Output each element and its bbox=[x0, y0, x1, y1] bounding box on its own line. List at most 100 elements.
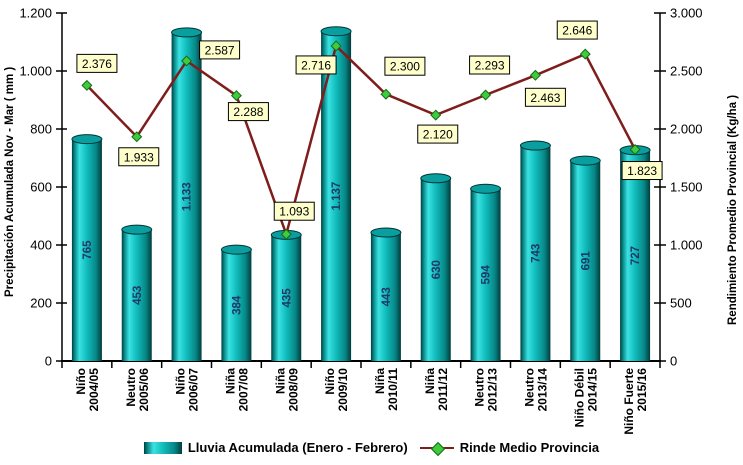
left-axis-tick-label: 600 bbox=[30, 180, 52, 195]
line-marker bbox=[629, 144, 641, 156]
legend-item-line-series: Rinde Medio Provincia bbox=[419, 440, 600, 456]
bar-value-label: 443 bbox=[381, 287, 393, 306]
data-label-text: 1.823 bbox=[627, 164, 657, 178]
data-label-box bbox=[621, 161, 663, 181]
bar-value-label: 630 bbox=[431, 260, 443, 279]
left-axis-tick-label: 800 bbox=[30, 122, 52, 137]
bar-top-cap bbox=[370, 227, 402, 238]
bar bbox=[221, 249, 252, 361]
line-series-swatch-icon bbox=[419, 441, 454, 456]
left-axis-tick-label: 400 bbox=[30, 238, 52, 253]
line-marker bbox=[380, 88, 392, 100]
bar bbox=[420, 178, 451, 361]
bar-value-label: 1.133 bbox=[182, 182, 194, 211]
data-label-box bbox=[417, 124, 459, 144]
x-category-label: Niño2006/07 bbox=[174, 368, 201, 412]
x-category-label: Neutro2005/06 bbox=[124, 368, 151, 412]
data-label-box bbox=[118, 147, 160, 167]
line-marker bbox=[330, 40, 342, 52]
bar bbox=[121, 229, 152, 361]
data-label-box bbox=[469, 55, 511, 75]
bar bbox=[570, 160, 601, 361]
data-label-box bbox=[295, 55, 337, 75]
data-label-text: 1.093 bbox=[279, 205, 309, 219]
bar-top-cap bbox=[121, 224, 153, 235]
data-label-box bbox=[76, 53, 118, 73]
bar-value-label: 743 bbox=[530, 244, 542, 263]
bar-value-label: 435 bbox=[281, 288, 293, 308]
bar bbox=[370, 232, 401, 361]
data-label-text: 2.587 bbox=[205, 43, 235, 57]
bar-value-label: 384 bbox=[231, 295, 243, 315]
right-axis-tick-label: 2.500 bbox=[670, 64, 703, 79]
data-label-text: 2.376 bbox=[82, 57, 112, 71]
data-label-text: 2.463 bbox=[530, 91, 560, 105]
line-marker bbox=[181, 55, 193, 67]
right-axis-tick-label: 2.000 bbox=[670, 122, 703, 137]
bar-value-label: 594 bbox=[481, 265, 493, 285]
bar-value-label: 1.137 bbox=[331, 182, 343, 211]
right-axis-tick-label: 1.500 bbox=[670, 180, 703, 195]
line-marker bbox=[131, 131, 143, 143]
bar-top-cap bbox=[320, 26, 352, 37]
data-label-box bbox=[556, 20, 598, 40]
line-marker bbox=[280, 228, 292, 240]
x-category-label: Niña2011/12 bbox=[423, 368, 450, 411]
right-axis-title: Rendimiento Promedio Provincial (Kg/ha ) bbox=[727, 94, 739, 326]
bar-value-label: 727 bbox=[630, 246, 642, 265]
line-marker bbox=[430, 109, 442, 121]
bar-value-label: 453 bbox=[132, 286, 144, 305]
bar bbox=[171, 32, 202, 362]
bar bbox=[271, 234, 302, 361]
bar-top-cap bbox=[420, 173, 452, 184]
data-label-text: 1.933 bbox=[124, 150, 154, 164]
legend: Lluvia Acumulada (Enero - Febrero) Rinde… bbox=[0, 440, 743, 456]
data-label-text: 2.300 bbox=[390, 60, 420, 74]
bar-value-label: 691 bbox=[580, 251, 592, 271]
data-label-box bbox=[199, 40, 241, 60]
bar-top-cap bbox=[71, 134, 103, 145]
x-category-label: Niño2004/05 bbox=[74, 368, 101, 412]
left-axis-tick-label: 1.000 bbox=[19, 64, 52, 79]
legend-label-bar-series: Lluvia Acumulada (Enero - Febrero) bbox=[187, 440, 408, 455]
bar-series-swatch-icon bbox=[143, 441, 182, 454]
left-axis-tick-label: 200 bbox=[30, 296, 52, 311]
x-category-label: Neutro2013/14 bbox=[522, 368, 549, 412]
x-category-label: Niño Fuerte2015/16 bbox=[622, 368, 649, 435]
bar bbox=[71, 139, 102, 361]
line-marker bbox=[81, 79, 93, 91]
x-category-label: Neutro2012/13 bbox=[473, 368, 500, 412]
bar-value-label: 765 bbox=[82, 240, 94, 260]
legend-label-line-series: Rinde Medio Provincia bbox=[459, 440, 600, 455]
line-marker bbox=[529, 69, 541, 81]
line-marker bbox=[579, 48, 591, 60]
right-axis-tick-label: 500 bbox=[670, 296, 692, 311]
x-category-label: Niña2010/11 bbox=[373, 368, 400, 411]
x-category-label: Niña2007/08 bbox=[223, 368, 250, 412]
diamond-marker-icon bbox=[430, 441, 445, 456]
x-category-label: Niño Débil2014/15 bbox=[572, 368, 599, 428]
line-marker bbox=[480, 89, 492, 101]
data-label-text: 2.716 bbox=[301, 58, 331, 72]
data-label-text: 2.120 bbox=[423, 128, 453, 142]
right-axis-tick-label: 0 bbox=[670, 354, 677, 369]
right-axis-tick-label: 1.000 bbox=[670, 238, 703, 253]
x-category-label: Niño2009/10 bbox=[323, 368, 350, 412]
bar bbox=[470, 188, 501, 361]
bar-top-cap bbox=[171, 27, 203, 38]
bar-top-cap bbox=[470, 183, 502, 194]
data-label-text: 2.288 bbox=[233, 105, 263, 119]
data-label-box bbox=[524, 87, 566, 107]
data-label-box bbox=[227, 102, 269, 122]
data-label-text: 2.293 bbox=[475, 59, 505, 73]
right-axis-tick-label: 3.000 bbox=[670, 6, 703, 21]
line-marker bbox=[230, 90, 242, 102]
data-label-box bbox=[384, 56, 426, 76]
legend-item-bar-series: Lluvia Acumulada (Enero - Febrero) bbox=[143, 440, 408, 455]
line-series bbox=[86, 43, 637, 239]
left-axis-tick-label: 1.200 bbox=[19, 6, 52, 21]
bar bbox=[620, 150, 651, 361]
data-label-box bbox=[273, 201, 315, 221]
